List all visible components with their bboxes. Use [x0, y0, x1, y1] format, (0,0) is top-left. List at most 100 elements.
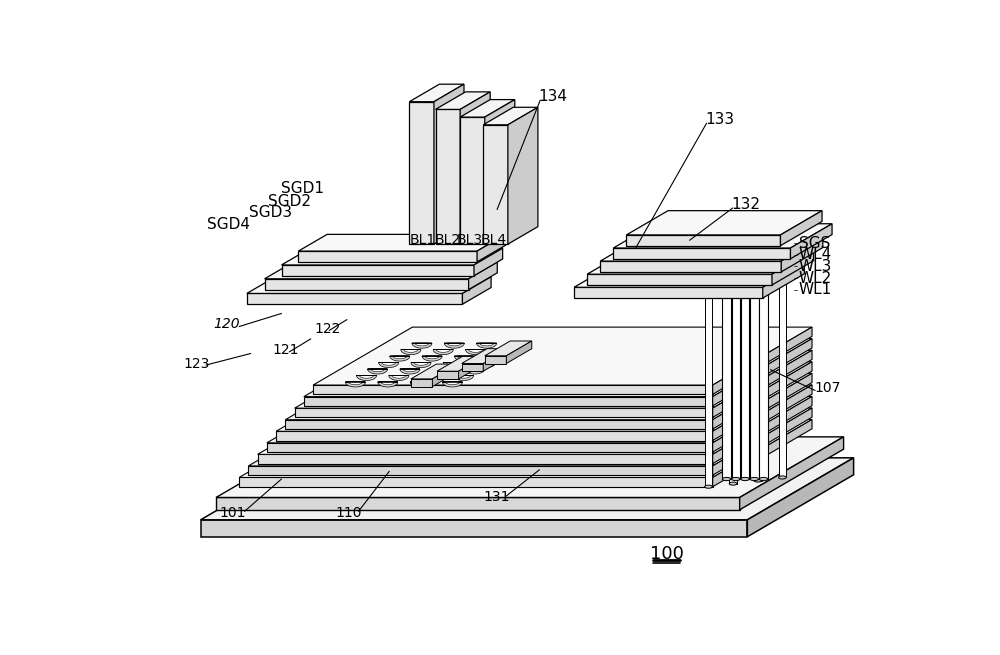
Polygon shape [477, 343, 497, 348]
Polygon shape [403, 369, 417, 372]
Polygon shape [462, 276, 491, 304]
Polygon shape [239, 419, 812, 477]
Text: SGD3: SGD3 [249, 205, 292, 220]
Polygon shape [462, 364, 483, 371]
Text: 133: 133 [705, 112, 734, 127]
Polygon shape [258, 396, 812, 455]
Polygon shape [476, 363, 496, 367]
Polygon shape [313, 385, 713, 394]
Ellipse shape [750, 477, 759, 481]
Polygon shape [600, 261, 781, 272]
Polygon shape [587, 250, 814, 274]
Text: 120: 120 [214, 317, 240, 331]
Polygon shape [258, 455, 713, 464]
Ellipse shape [779, 476, 786, 479]
Polygon shape [378, 382, 398, 387]
Polygon shape [713, 350, 812, 417]
Polygon shape [389, 375, 409, 381]
Polygon shape [479, 363, 493, 365]
Polygon shape [247, 293, 462, 304]
Text: WL1: WL1 [799, 282, 832, 297]
Ellipse shape [750, 262, 759, 265]
Polygon shape [469, 262, 497, 290]
Polygon shape [447, 343, 461, 346]
Polygon shape [248, 466, 713, 475]
Polygon shape [713, 396, 812, 464]
Polygon shape [454, 375, 474, 381]
Polygon shape [282, 248, 503, 265]
Polygon shape [460, 117, 485, 244]
Polygon shape [415, 343, 429, 346]
Polygon shape [381, 382, 395, 384]
Polygon shape [462, 348, 509, 364]
Polygon shape [741, 268, 749, 479]
Polygon shape [512, 343, 526, 346]
Ellipse shape [759, 257, 768, 261]
Text: 123: 123 [183, 356, 209, 371]
Text: 122: 122 [315, 322, 341, 336]
Polygon shape [411, 379, 432, 386]
Polygon shape [360, 375, 373, 378]
Polygon shape [483, 125, 508, 244]
Ellipse shape [729, 247, 737, 250]
Polygon shape [422, 356, 442, 361]
Text: BL2: BL2 [435, 233, 461, 246]
Polygon shape [465, 369, 485, 374]
Polygon shape [393, 356, 407, 359]
Polygon shape [613, 224, 832, 248]
Polygon shape [437, 371, 459, 379]
Polygon shape [454, 356, 474, 361]
Polygon shape [298, 234, 506, 251]
Text: 100: 100 [650, 546, 683, 563]
Polygon shape [216, 437, 844, 498]
Text: SGD1: SGD1 [282, 181, 324, 196]
Polygon shape [437, 356, 484, 371]
Polygon shape [356, 375, 377, 381]
Polygon shape [713, 362, 812, 429]
Polygon shape [779, 261, 786, 477]
Polygon shape [432, 369, 452, 374]
Text: BL1: BL1 [410, 233, 436, 246]
Polygon shape [248, 408, 812, 466]
Polygon shape [763, 263, 804, 298]
Text: BL4: BL4 [480, 233, 506, 246]
Polygon shape [705, 242, 712, 487]
Polygon shape [722, 277, 731, 479]
Polygon shape [747, 458, 854, 536]
Text: 107: 107 [814, 381, 841, 395]
Polygon shape [401, 350, 421, 354]
Ellipse shape [741, 267, 749, 270]
Polygon shape [285, 362, 812, 420]
Polygon shape [412, 343, 432, 348]
Polygon shape [379, 363, 399, 367]
Polygon shape [368, 369, 388, 374]
Polygon shape [740, 437, 844, 510]
Text: 131: 131 [483, 491, 510, 504]
Polygon shape [267, 443, 713, 452]
Polygon shape [247, 276, 491, 293]
Polygon shape [442, 382, 462, 387]
Polygon shape [781, 237, 823, 272]
Polygon shape [460, 100, 515, 117]
Polygon shape [239, 477, 713, 487]
Polygon shape [295, 408, 713, 417]
Text: 121: 121 [272, 343, 299, 358]
Polygon shape [414, 363, 428, 365]
Ellipse shape [732, 477, 740, 481]
Polygon shape [600, 237, 823, 261]
Polygon shape [409, 84, 464, 102]
Polygon shape [713, 373, 812, 441]
Ellipse shape [779, 259, 786, 262]
Polygon shape [790, 224, 832, 259]
Polygon shape [750, 263, 759, 479]
Polygon shape [348, 382, 362, 384]
Polygon shape [446, 363, 460, 365]
Polygon shape [498, 350, 518, 354]
Ellipse shape [741, 477, 749, 481]
Polygon shape [732, 272, 740, 479]
Polygon shape [392, 375, 406, 378]
Polygon shape [432, 364, 458, 386]
Polygon shape [468, 369, 482, 372]
Polygon shape [276, 373, 812, 431]
Polygon shape [413, 382, 427, 384]
